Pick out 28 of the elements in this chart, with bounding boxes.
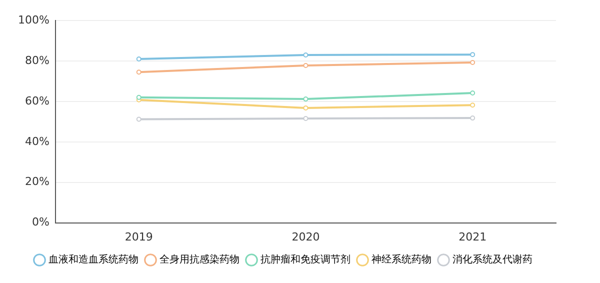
point bbox=[303, 62, 308, 68]
point bbox=[470, 60, 476, 65]
point bbox=[470, 90, 476, 96]
x-tick-label: 2021 bbox=[458, 230, 487, 244]
point bbox=[303, 52, 308, 58]
y-tick-label: 60% bbox=[24, 94, 50, 108]
legend-label: 神经系统药物 bbox=[372, 254, 432, 266]
point bbox=[303, 105, 308, 110]
point bbox=[303, 96, 308, 102]
point bbox=[136, 56, 142, 62]
legend-label: 消化系统及代谢药 bbox=[452, 254, 532, 266]
y-tick-label: 40% bbox=[24, 134, 50, 148]
point bbox=[470, 102, 476, 108]
y-tick-label: 0% bbox=[32, 216, 50, 229]
x-tick-label: 2020 bbox=[292, 230, 320, 244]
legend-label: 抗肿瘤和免疫调节剂 bbox=[260, 254, 350, 266]
point bbox=[136, 70, 142, 75]
legend-label: 血液和造血系统药物 bbox=[48, 254, 138, 266]
point bbox=[470, 116, 476, 121]
point bbox=[470, 52, 476, 58]
x-tick-label: 2019 bbox=[124, 230, 153, 244]
y-tick-label: 100% bbox=[18, 13, 50, 26]
y-tick-label: 20% bbox=[24, 175, 50, 188]
point bbox=[303, 116, 308, 121]
y-tick-label: 80% bbox=[24, 54, 50, 67]
point bbox=[136, 116, 142, 122]
legend-label: 全身用抗感染药物 bbox=[160, 254, 240, 266]
point bbox=[136, 94, 142, 100]
